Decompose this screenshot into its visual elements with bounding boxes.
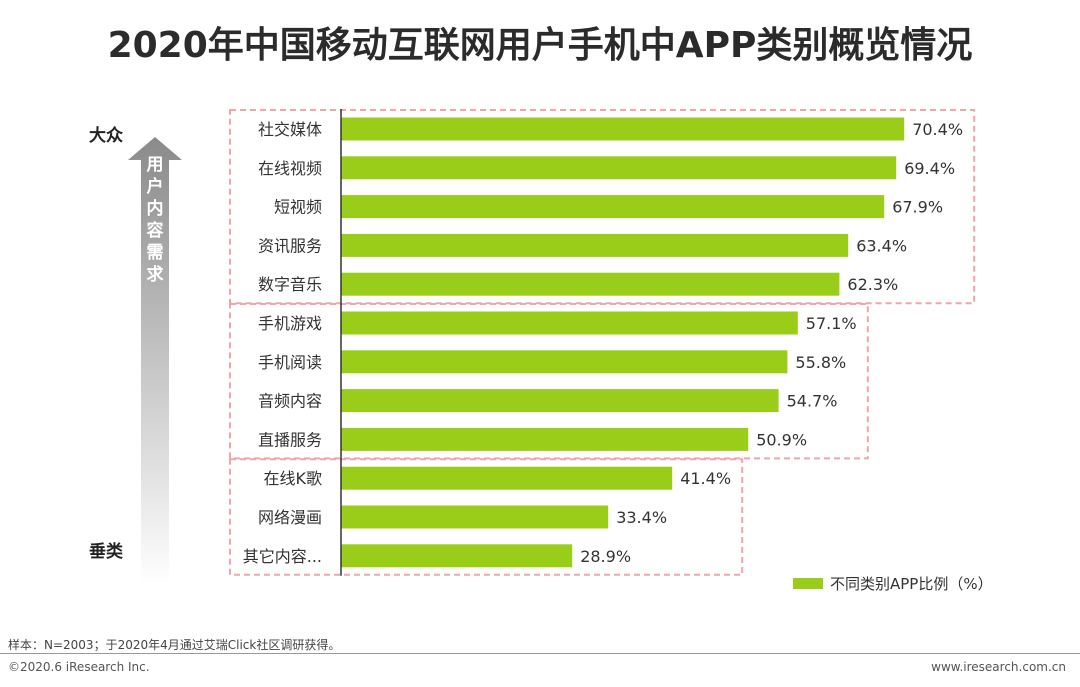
category-label: 音频内容 (258, 392, 322, 411)
value-label: 63.4% (856, 236, 907, 255)
value-label: 33.4% (616, 508, 667, 527)
sample-note: 样本：N=2003；于2020年4月通过艾瑞Click社区调研获得。 (8, 638, 341, 652)
category-group-box (229, 303, 869, 460)
bar (341, 466, 673, 490)
bar (341, 156, 897, 180)
arrow-text-char: 需 (147, 243, 164, 263)
bar (341, 427, 749, 451)
bar (341, 195, 885, 219)
category-label: 数字音乐 (258, 275, 322, 294)
category-label: 在线视频 (258, 159, 322, 178)
value-label: 67.9% (892, 198, 943, 217)
arrow-text-char: 容 (147, 220, 164, 241)
legend-swatch (793, 578, 823, 589)
bar (341, 311, 798, 335)
category-label: 网络漫画 (258, 508, 322, 527)
chart-title: 2020年中国移动互联网用户手机中APP类别概览情况 (107, 25, 973, 66)
bar (341, 350, 788, 374)
bar (341, 233, 849, 257)
bar (341, 117, 905, 141)
value-label: 70.4% (912, 120, 963, 139)
category-label: 社交媒体 (258, 120, 322, 139)
category-label: 直播服务 (258, 430, 322, 449)
value-label: 50.9% (756, 430, 807, 449)
bar (341, 389, 779, 413)
category-label: 其它内容... (243, 547, 322, 566)
category-group-box (229, 458, 744, 576)
footer-divider (0, 653, 1080, 654)
legend-label: 不同类别APP比例（%） (830, 575, 993, 593)
value-label: 62.3% (847, 275, 898, 294)
value-label: 41.4% (680, 469, 731, 488)
top-side-label: 大众 (89, 125, 124, 146)
category-label: 在线K歌 (264, 469, 323, 488)
value-label: 57.1% (806, 314, 857, 333)
bottom-side-label: 垂类 (89, 541, 124, 562)
copyright-text: ©2020.6 iResearch Inc. (8, 660, 150, 674)
value-label: 69.4% (904, 159, 955, 178)
category-label: 短视频 (274, 198, 322, 217)
website-text: www.iresearch.com.cn (931, 660, 1066, 674)
bar (341, 272, 840, 296)
arrow-text-char: 求 (147, 264, 164, 285)
arrow-text-char: 内 (147, 198, 164, 219)
demand-arrow-icon (128, 137, 182, 585)
bar (341, 505, 609, 529)
bar (341, 544, 573, 568)
arrow-text-char: 用 (147, 155, 164, 175)
category-group-box (229, 109, 976, 305)
arrow-text-char: 户 (147, 176, 164, 197)
value-label: 54.7% (787, 392, 838, 411)
value-label: 28.9% (580, 547, 631, 566)
value-label: 55.8% (795, 353, 846, 372)
category-label: 资讯服务 (258, 236, 322, 255)
category-label: 手机阅读 (258, 353, 322, 372)
category-label: 手机游戏 (258, 314, 322, 333)
